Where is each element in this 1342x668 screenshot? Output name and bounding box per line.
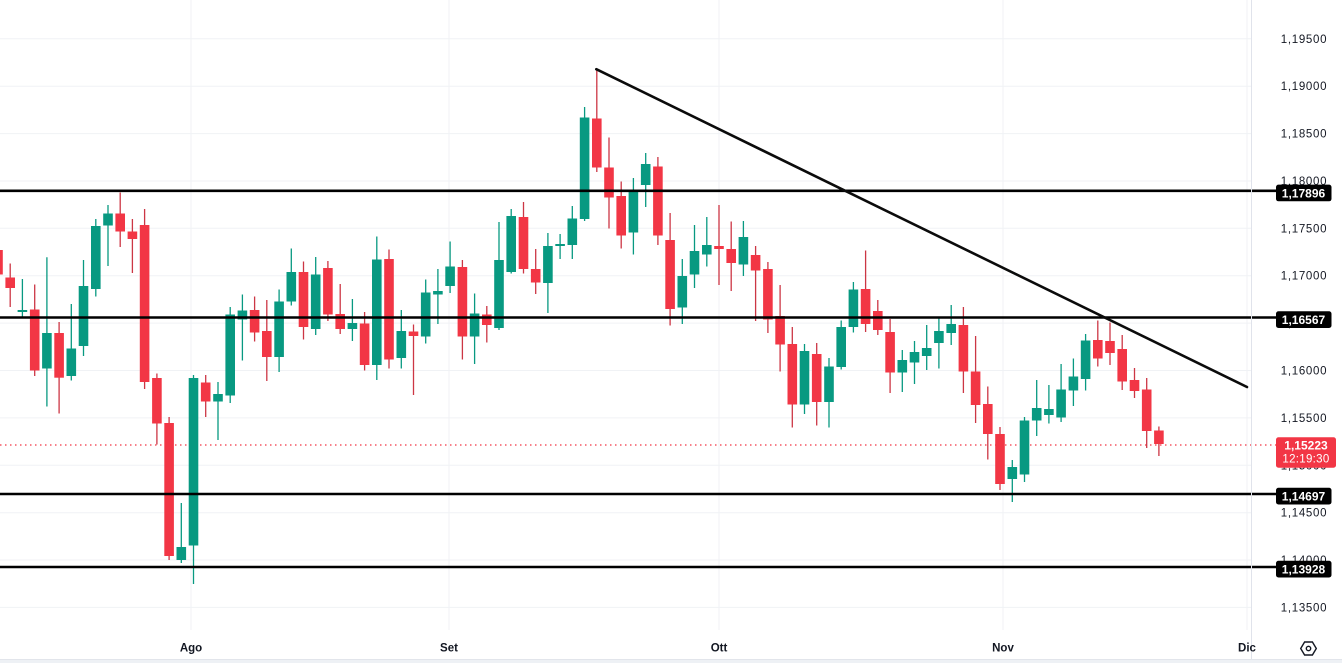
svg-text:Ott: Ott <box>711 643 728 655</box>
svg-text:1,19000: 1,19000 <box>1281 81 1327 93</box>
svg-text:1,16000: 1,16000 <box>1281 366 1327 378</box>
svg-text:1,13928: 1,13928 <box>1282 563 1326 577</box>
svg-text:1,15223: 1,15223 <box>1284 438 1328 452</box>
svg-text:1,17896: 1,17896 <box>1282 186 1326 200</box>
svg-text:1,14500: 1,14500 <box>1281 508 1327 520</box>
svg-text:1,16567: 1,16567 <box>1282 313 1326 327</box>
svg-text:Set: Set <box>440 643 458 655</box>
svg-text:Nov: Nov <box>992 643 1014 655</box>
svg-text:12:19:30: 12:19:30 <box>1282 454 1329 466</box>
svg-text:Dic: Dic <box>1238 643 1257 655</box>
svg-text:1,17500: 1,17500 <box>1281 223 1327 235</box>
svg-text:1,19500: 1,19500 <box>1281 34 1327 46</box>
svg-text:1,15500: 1,15500 <box>1281 413 1327 425</box>
svg-text:1,13500: 1,13500 <box>1281 602 1327 614</box>
svg-text:Ago: Ago <box>180 643 202 655</box>
svg-text:1,14697: 1,14697 <box>1282 490 1326 504</box>
svg-text:1,17000: 1,17000 <box>1281 271 1327 283</box>
svg-text:1,18500: 1,18500 <box>1281 129 1327 141</box>
